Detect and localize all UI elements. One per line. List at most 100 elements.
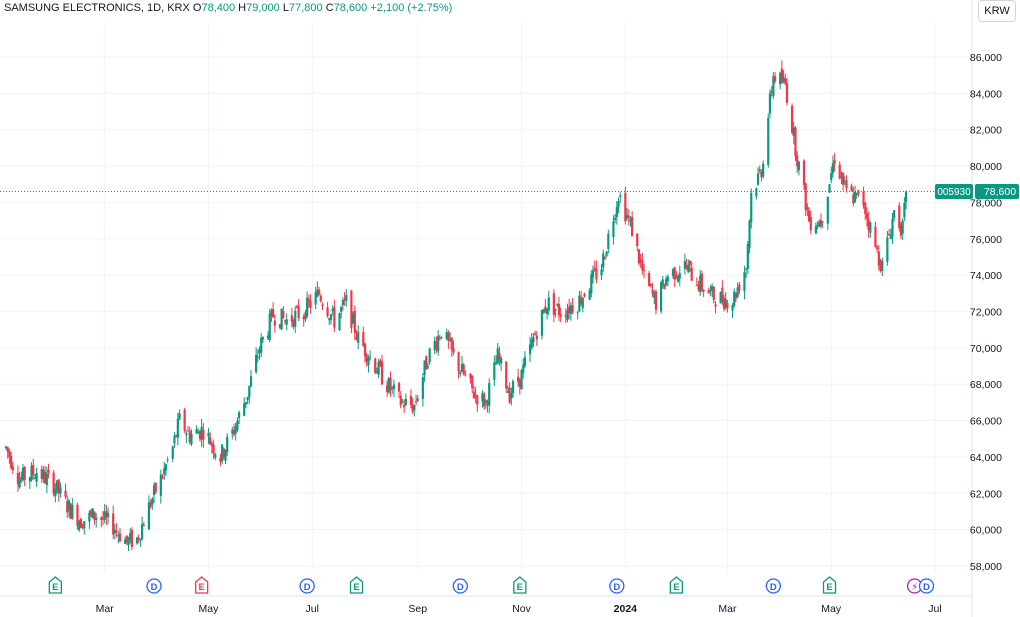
candle-body (23, 467, 26, 480)
candle-body (474, 394, 477, 396)
earnings-event-marker[interactable]: E (48, 576, 62, 594)
candle-body (270, 310, 273, 317)
candle-body (71, 504, 74, 519)
candle-body (517, 376, 520, 382)
candle-body (316, 289, 319, 297)
low-value: 77,800 (288, 2, 323, 14)
candle-body (222, 448, 225, 458)
candle-body (89, 510, 93, 515)
currency-button[interactable]: KRW (978, 0, 1016, 22)
candle-body (238, 412, 241, 419)
candle-body (66, 501, 69, 513)
event-label: E (517, 582, 523, 593)
event-label: D (613, 582, 620, 593)
candle-body (552, 293, 555, 315)
candle-body (724, 299, 727, 308)
y-tick-label: 58,000 (970, 561, 1002, 573)
candle-body (792, 127, 795, 137)
candle-body (152, 485, 156, 496)
candle-body (714, 304, 717, 307)
candle-body (772, 76, 775, 97)
candle-body (879, 261, 882, 271)
candle-body (246, 396, 249, 401)
candle-body (794, 127, 797, 157)
candle-body (852, 194, 855, 204)
candle-body (375, 372, 379, 374)
earnings-event-marker[interactable]: E (349, 576, 364, 594)
candle-body (819, 219, 823, 226)
earnings-icon (195, 576, 209, 594)
candle-body (712, 286, 715, 301)
candle-body (159, 474, 162, 496)
earnings-event-marker[interactable]: E (195, 576, 209, 594)
earnings-event-marker[interactable]: E (669, 576, 684, 594)
candle-body (600, 269, 603, 276)
dividend-event-marker[interactable]: D (452, 578, 468, 594)
candle-body (649, 284, 652, 286)
candle-body (258, 349, 261, 354)
candle-body (425, 356, 428, 370)
candle-body (197, 431, 200, 434)
candle-body (416, 398, 419, 401)
candle-body (198, 430, 202, 440)
earnings-event-marker[interactable]: E (513, 576, 527, 594)
candle-body (210, 443, 213, 446)
candle-body (850, 185, 853, 192)
candle-body (534, 333, 537, 335)
candle-body (511, 381, 515, 394)
candle-body (864, 202, 867, 214)
candle-body (345, 294, 348, 301)
candle-body (175, 435, 178, 437)
candle-body (833, 160, 836, 164)
candle-body (161, 476, 164, 479)
candle-body (782, 77, 785, 81)
candle-body (190, 433, 193, 445)
dividend-event-marker[interactable]: D (918, 578, 935, 594)
event-label: D (457, 582, 464, 593)
candle-body (224, 450, 227, 461)
candle-body (653, 292, 656, 298)
candle-body (428, 348, 431, 363)
candle-body (505, 361, 508, 389)
candle-body (367, 358, 370, 366)
candle-body (304, 312, 307, 320)
candle-body (438, 338, 441, 340)
dividend-event-marker[interactable]: D (299, 578, 315, 594)
candle-body (809, 217, 812, 230)
candle-body (171, 446, 174, 459)
candle-body (578, 295, 581, 312)
candle-body (302, 316, 305, 320)
dividend-event-marker[interactable]: D (146, 578, 162, 594)
candle-body (726, 303, 729, 309)
earnings-event-marker[interactable]: E (822, 576, 837, 594)
candle-body (583, 293, 586, 297)
dividend-event-marker[interactable]: D (765, 578, 782, 594)
price-label-bg (975, 184, 1019, 199)
candle-body (784, 78, 787, 84)
candle-body (804, 183, 807, 211)
candle-body (576, 312, 579, 314)
candle-body (675, 275, 678, 278)
candle-body (544, 306, 547, 313)
candle-body (687, 264, 690, 273)
candle-body (4, 446, 8, 448)
candle-body (101, 518, 105, 520)
candle-body (857, 190, 860, 195)
dividend-icon (146, 578, 162, 594)
candle-body (154, 482, 157, 493)
candle-body (746, 244, 749, 269)
candle-body (413, 405, 416, 411)
candle-body (603, 257, 607, 260)
candle-body (351, 313, 355, 324)
candle-body (173, 436, 176, 444)
candle-body (379, 360, 382, 366)
dividend-event-marker[interactable]: D (609, 578, 625, 594)
candle-body (340, 307, 343, 312)
candle-body (755, 188, 758, 197)
candle-body (377, 361, 380, 375)
candle-body (374, 358, 377, 373)
candle-body (676, 275, 680, 282)
candle-body (659, 282, 663, 312)
candle-body (469, 373, 472, 379)
